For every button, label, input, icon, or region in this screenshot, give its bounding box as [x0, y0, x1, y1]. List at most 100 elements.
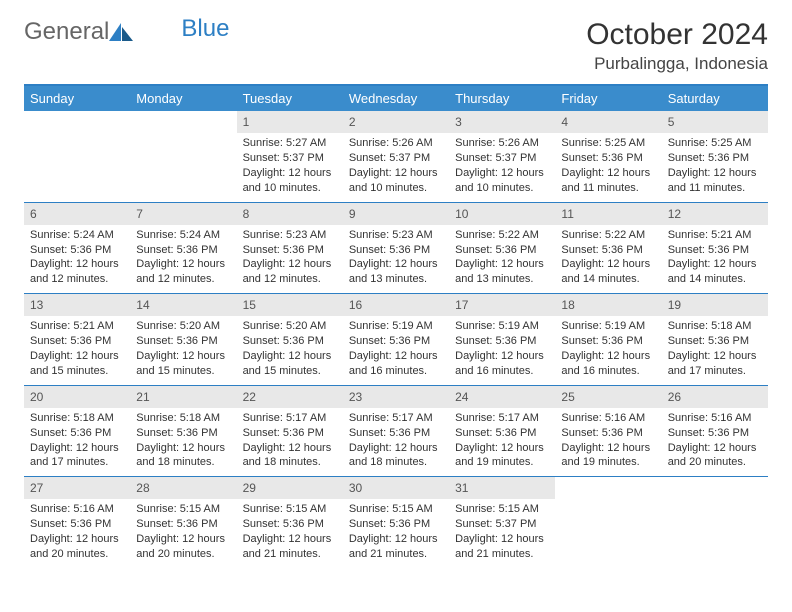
- day-number: 5: [662, 111, 768, 133]
- day-content: Sunrise: 5:23 AMSunset: 5:36 PMDaylight:…: [343, 225, 449, 293]
- day-number: 2: [343, 111, 449, 133]
- calendar-day-cell: 6Sunrise: 5:24 AMSunset: 5:36 PMDaylight…: [24, 202, 130, 294]
- sunset-text: Sunset: 5:36 PM: [136, 334, 230, 349]
- calendar-table: SundayMondayTuesdayWednesdayThursdayFrid…: [24, 84, 768, 568]
- day-content: Sunrise: 5:19 AMSunset: 5:36 PMDaylight:…: [555, 316, 661, 384]
- sunset-text: Sunset: 5:36 PM: [349, 334, 443, 349]
- weekday-header: Monday: [130, 85, 236, 111]
- calendar-day-cell: 11Sunrise: 5:22 AMSunset: 5:36 PMDayligh…: [555, 202, 661, 294]
- calendar-day-cell: 17Sunrise: 5:19 AMSunset: 5:36 PMDayligh…: [449, 294, 555, 386]
- day-number: 26: [662, 386, 768, 408]
- sunset-text: Sunset: 5:36 PM: [561, 334, 655, 349]
- day-number: 6: [24, 203, 130, 225]
- daylight-text: Daylight: 12 hours and 21 minutes.: [349, 532, 443, 562]
- logo: General Blue: [24, 18, 229, 46]
- calendar-day-cell: 27Sunrise: 5:16 AMSunset: 5:36 PMDayligh…: [24, 477, 130, 568]
- calendar-empty-cell: [130, 111, 236, 202]
- sunset-text: Sunset: 5:36 PM: [349, 426, 443, 441]
- day-content: Sunrise: 5:21 AMSunset: 5:36 PMDaylight:…: [24, 316, 130, 384]
- calendar-day-cell: 4Sunrise: 5:25 AMSunset: 5:36 PMDaylight…: [555, 111, 661, 202]
- day-number: 27: [24, 477, 130, 499]
- day-number: 23: [343, 386, 449, 408]
- day-content: Sunrise: 5:24 AMSunset: 5:36 PMDaylight:…: [24, 225, 130, 293]
- sunrise-text: Sunrise: 5:15 AM: [349, 502, 443, 517]
- sunset-text: Sunset: 5:36 PM: [136, 243, 230, 258]
- calendar-day-cell: 14 Sunrise: 5:20 AMSunset: 5:36 PMDayligh…: [130, 294, 236, 386]
- calendar-day-cell: 18Sunrise: 5:19 AMSunset: 5:36 PMDayligh…: [555, 294, 661, 386]
- day-content: Sunrise: 5:27 AMSunset: 5:37 PMDaylight:…: [237, 133, 343, 201]
- sunrise-text: Sunrise: 5:24 AM: [136, 228, 230, 243]
- day-number: 28: [130, 477, 236, 499]
- daylight-text: Daylight: 12 hours and 14 minutes.: [561, 257, 655, 287]
- sunset-text: Sunset: 5:37 PM: [349, 151, 443, 166]
- daylight-text: Daylight: 12 hours and 18 minutes.: [243, 441, 337, 471]
- calendar-day-cell: 2Sunrise: 5:26 AMSunset: 5:37 PMDaylight…: [343, 111, 449, 202]
- day-number: 21: [130, 386, 236, 408]
- daylight-text: Daylight: 12 hours and 20 minutes.: [668, 441, 762, 471]
- day-number: 13: [24, 294, 130, 316]
- calendar-day-cell: 16Sunrise: 5:19 AMSunset: 5:36 PMDayligh…: [343, 294, 449, 386]
- day-content: Sunrise: 5:25 AMSunset: 5:36 PMDaylight:…: [555, 133, 661, 201]
- daylight-text: Daylight: 12 hours and 10 minutes.: [455, 166, 549, 196]
- daylight-text: Daylight: 12 hours and 19 minutes.: [561, 441, 655, 471]
- weekday-header: Friday: [555, 85, 661, 111]
- weekday-header: Wednesday: [343, 85, 449, 111]
- daylight-text: Daylight: 12 hours and 11 minutes.: [561, 166, 655, 196]
- day-number: 15: [237, 294, 343, 316]
- day-number: 7: [130, 203, 236, 225]
- sunset-text: Sunset: 5:36 PM: [30, 243, 124, 258]
- sunrise-text: Sunrise: 5:22 AM: [455, 228, 549, 243]
- sunrise-text: Sunrise: 5:19 AM: [561, 319, 655, 334]
- daylight-text: Daylight: 12 hours and 17 minutes.: [30, 441, 124, 471]
- day-content: Sunrise: 5:23 AMSunset: 5:36 PMDaylight:…: [237, 225, 343, 293]
- calendar-empty-cell: [662, 477, 768, 568]
- sunrise-text: Sunrise: 5:16 AM: [668, 411, 762, 426]
- header: General Blue October 2024 Purbalingga, I…: [24, 18, 768, 74]
- calendar-week-row: 13Sunrise: 5:21 AMSunset: 5:36 PMDayligh…: [24, 294, 768, 386]
- sunset-text: Sunset: 5:36 PM: [668, 334, 762, 349]
- calendar-day-cell: 29Sunrise: 5:15 AMSunset: 5:36 PMDayligh…: [237, 477, 343, 568]
- calendar-day-cell: 3Sunrise: 5:26 AMSunset: 5:37 PMDaylight…: [449, 111, 555, 202]
- sunrise-text: Sunrise: 5:20 AM: [136, 319, 230, 334]
- day-content: Sunrise: 5:22 AMSunset: 5:36 PMDaylight:…: [555, 225, 661, 293]
- day-content: Sunrise: 5:21 AMSunset: 5:36 PMDaylight:…: [662, 225, 768, 293]
- day-content: Sunrise: 5:26 AMSunset: 5:37 PMDaylight:…: [449, 133, 555, 201]
- day-content: Sunrise: 5:19 AMSunset: 5:36 PMDaylight:…: [343, 316, 449, 384]
- day-number: 9: [343, 203, 449, 225]
- sunrise-text: Sunrise: 5:16 AM: [30, 502, 124, 517]
- day-content: Sunrise: 5:22 AMSunset: 5:36 PMDaylight:…: [449, 225, 555, 293]
- daylight-text: Daylight: 12 hours and 13 minutes.: [455, 257, 549, 287]
- sunrise-text: Sunrise: 5:21 AM: [30, 319, 124, 334]
- sunset-text: Sunset: 5:36 PM: [561, 151, 655, 166]
- sunset-text: Sunset: 5:36 PM: [243, 243, 337, 258]
- day-content: Sunrise: 5:17 AMSunset: 5:36 PMDaylight:…: [343, 408, 449, 476]
- daylight-text: Daylight: 12 hours and 14 minutes.: [668, 257, 762, 287]
- calendar-day-cell: 19Sunrise: 5:18 AMSunset: 5:36 PMDayligh…: [662, 294, 768, 386]
- daylight-text: Daylight: 12 hours and 15 minutes.: [136, 349, 230, 379]
- logo-text-1: General: [24, 18, 109, 46]
- sunrise-text: Sunrise: 5:27 AM: [243, 136, 337, 151]
- day-number: 17: [449, 294, 555, 316]
- daylight-text: Daylight: 12 hours and 19 minutes.: [455, 441, 549, 471]
- weekday-header: Tuesday: [237, 85, 343, 111]
- day-content: Sunrise: 5:20 AMSunset: 5:36 PMDaylight:…: [237, 316, 343, 384]
- sunrise-text: Sunrise: 5:15 AM: [455, 502, 549, 517]
- daylight-text: Daylight: 12 hours and 20 minutes.: [136, 532, 230, 562]
- daylight-text: Daylight: 12 hours and 12 minutes.: [243, 257, 337, 287]
- sunrise-text: Sunrise: 5:20 AM: [243, 319, 337, 334]
- day-number: 14: [130, 294, 236, 316]
- day-content: Sunrise: 5:25 AMSunset: 5:36 PMDaylight:…: [662, 133, 768, 201]
- sunset-text: Sunset: 5:36 PM: [455, 334, 549, 349]
- calendar-day-cell: 7Sunrise: 5:24 AMSunset: 5:36 PMDaylight…: [130, 202, 236, 294]
- sunrise-text: Sunrise: 5:18 AM: [30, 411, 124, 426]
- sunrise-text: Sunrise: 5:19 AM: [349, 319, 443, 334]
- sunrise-text: Sunrise: 5:15 AM: [243, 502, 337, 517]
- calendar-day-cell: 15Sunrise: 5:20 AMSunset: 5:36 PMDayligh…: [237, 294, 343, 386]
- day-content: Sunrise: 5:18 AMSunset: 5:36 PMDaylight:…: [130, 408, 236, 476]
- daylight-text: Daylight: 12 hours and 16 minutes.: [455, 349, 549, 379]
- day-number: 24: [449, 386, 555, 408]
- sunset-text: Sunset: 5:37 PM: [455, 517, 549, 532]
- sunset-text: Sunset: 5:36 PM: [30, 517, 124, 532]
- calendar-day-cell: 9Sunrise: 5:23 AMSunset: 5:36 PMDaylight…: [343, 202, 449, 294]
- day-number: 19: [662, 294, 768, 316]
